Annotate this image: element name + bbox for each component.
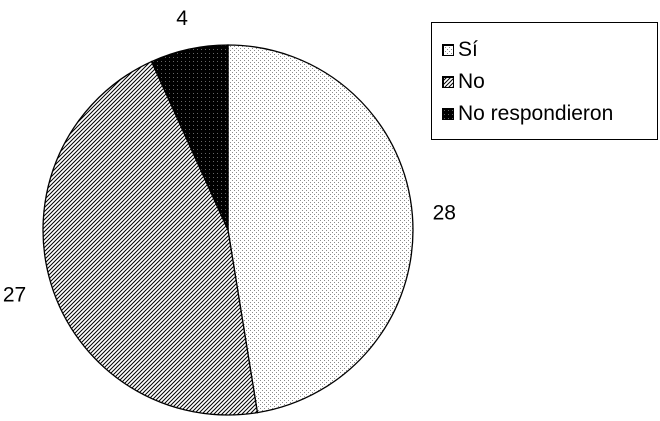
legend-label-no: No	[458, 70, 485, 93]
legend-item-no: No	[442, 70, 485, 94]
legend-item-no-respondieron: No respondieron	[442, 102, 613, 126]
pie-slice-no	[42, 60, 259, 416]
pie-slice-no-respondieron	[150, 44, 229, 231]
legend-label-si: Sí	[458, 38, 478, 61]
data-label-no: 27	[3, 283, 26, 306]
data-label-no-respondieron: 4	[176, 7, 188, 30]
legend-swatch-no-respondieron	[442, 108, 454, 120]
legend-label-no-respondieron: No respondieron	[458, 102, 614, 125]
legend: Sí No No respondieron	[431, 22, 658, 140]
legend-item-si: Sí	[442, 38, 478, 62]
legend-swatch-no	[442, 76, 454, 88]
pie-slice-si	[227, 44, 414, 414]
data-label-si: 28	[433, 202, 456, 225]
legend-swatch-si	[442, 44, 454, 56]
